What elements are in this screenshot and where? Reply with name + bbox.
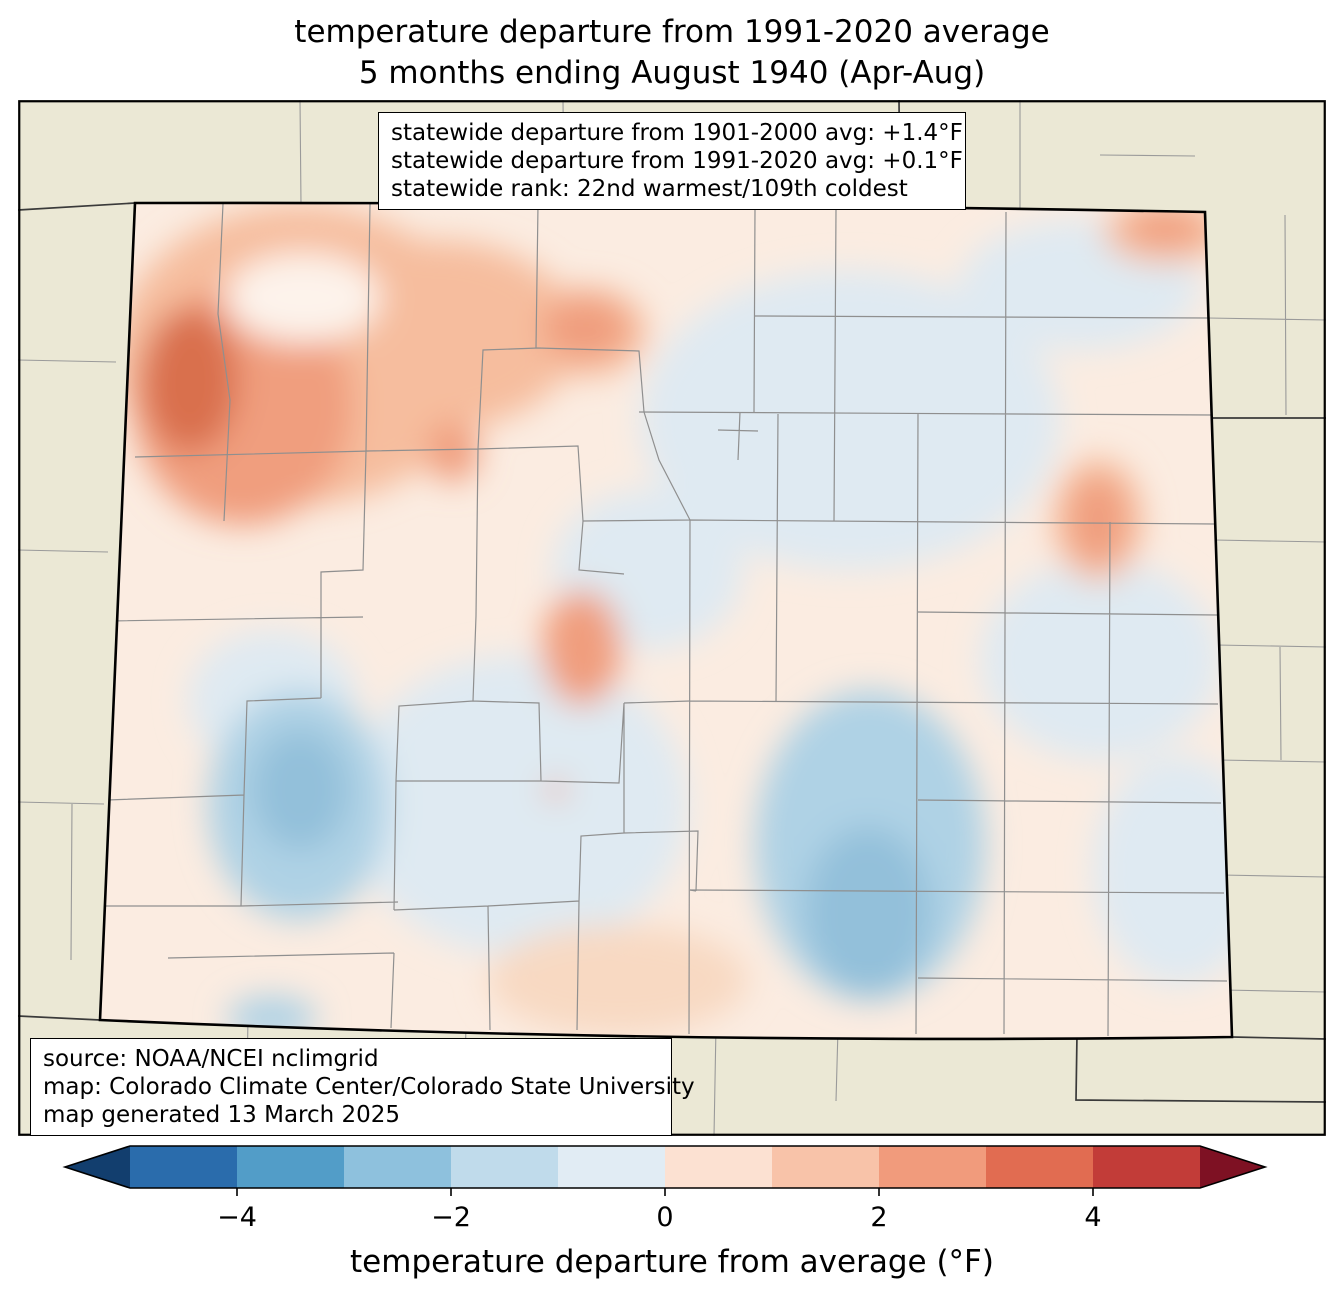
colorbar: −4 −2 0 2 4 (62, 1145, 1268, 1233)
warm-mid-blob (541, 296, 629, 360)
generated-date-line: map generated 13 March 2025 (43, 1102, 401, 1128)
cool-pale-blob (980, 560, 1220, 760)
warm-mid-blob (542, 590, 622, 706)
colorbar-segment (344, 1146, 451, 1188)
colorbar-tick-label: 2 (870, 1202, 887, 1233)
colorbar-segment (1093, 1146, 1200, 1188)
warm-strong-blob (142, 308, 238, 452)
colorbar-tick-label: 0 (656, 1202, 673, 1233)
source-attribution-box: source: NOAA/NCEI nclimgrid map: Colorad… (30, 1038, 695, 1136)
colorbar-segment (558, 1146, 665, 1188)
stats-line-1991-2020: statewide departure from 1991-2020 avg: … (391, 148, 963, 174)
colorbar-tick-labels: −4 −2 0 2 4 (217, 1202, 1102, 1233)
colorbar-segment (879, 1146, 986, 1188)
county-lines (104, 203, 1228, 1037)
colorbar-segment (772, 1146, 879, 1188)
colorbar-segment (130, 1146, 237, 1188)
map-frame (18, 100, 1326, 1136)
stats-line-rank: statewide rank: 22nd warmest/109th colde… (391, 176, 908, 202)
map-credit-line: map: Colorado Climate Center/Colorado St… (43, 1074, 695, 1100)
colorbar-segment (237, 1146, 344, 1188)
cool-pale-blob (640, 270, 1060, 570)
colorbar-tick-label: 4 (1084, 1202, 1101, 1233)
neutral-hole-blob (225, 253, 381, 343)
stats-line-1901-2000: statewide departure from 1901-2000 avg: … (391, 120, 963, 146)
colorbar-tick-label: −2 (431, 1202, 471, 1233)
figure-title-line2: 5 months ending August 1940 (Apr-Aug) (358, 55, 986, 91)
warm-mid-blob (427, 422, 479, 482)
cool-pale-blob (1093, 755, 1232, 985)
map-panel: statewide departure from 1901-2000 avg: … (18, 100, 1326, 1136)
statewide-stats-box: statewide departure from 1901-2000 avg: … (378, 112, 966, 210)
colorbar-outline (62, 1145, 1268, 1189)
colorbar-right-arrow (1200, 1146, 1265, 1188)
colorbar-left-arrow (65, 1146, 130, 1188)
figure-title: temperature departure from 1991-2020 ave… (0, 12, 1344, 94)
colorbar-segment (451, 1146, 558, 1188)
county-lines-east (638, 207, 1228, 1037)
colorbar-segment (986, 1146, 1093, 1188)
cool-strong-blob (252, 730, 348, 850)
source-line: source: NOAA/NCEI nclimgrid (43, 1046, 379, 1072)
colorbar-body (62, 1145, 1268, 1189)
colorbar-segment (665, 1146, 772, 1188)
colorbar-tick-label: −4 (217, 1202, 257, 1233)
warm-pale-blob (488, 925, 748, 1035)
cool-pale-blob (348, 655, 688, 955)
warm-mid-blob (1127, 210, 1203, 246)
county-lines-west (104, 203, 759, 1031)
temperature-field (100, 202, 1232, 1039)
figure-title-line1: temperature departure from 1991-2020 ave… (294, 14, 1050, 50)
cool-strong-blob (805, 827, 931, 997)
colorado-temperature-map (18, 100, 1326, 1136)
colorbar-axis-label: temperature departure from average (°F) (350, 1244, 994, 1280)
colorbar-ticks (236, 1188, 1094, 1196)
warm-mid-blob (1068, 476, 1128, 564)
warm-mid-blob (545, 781, 567, 799)
